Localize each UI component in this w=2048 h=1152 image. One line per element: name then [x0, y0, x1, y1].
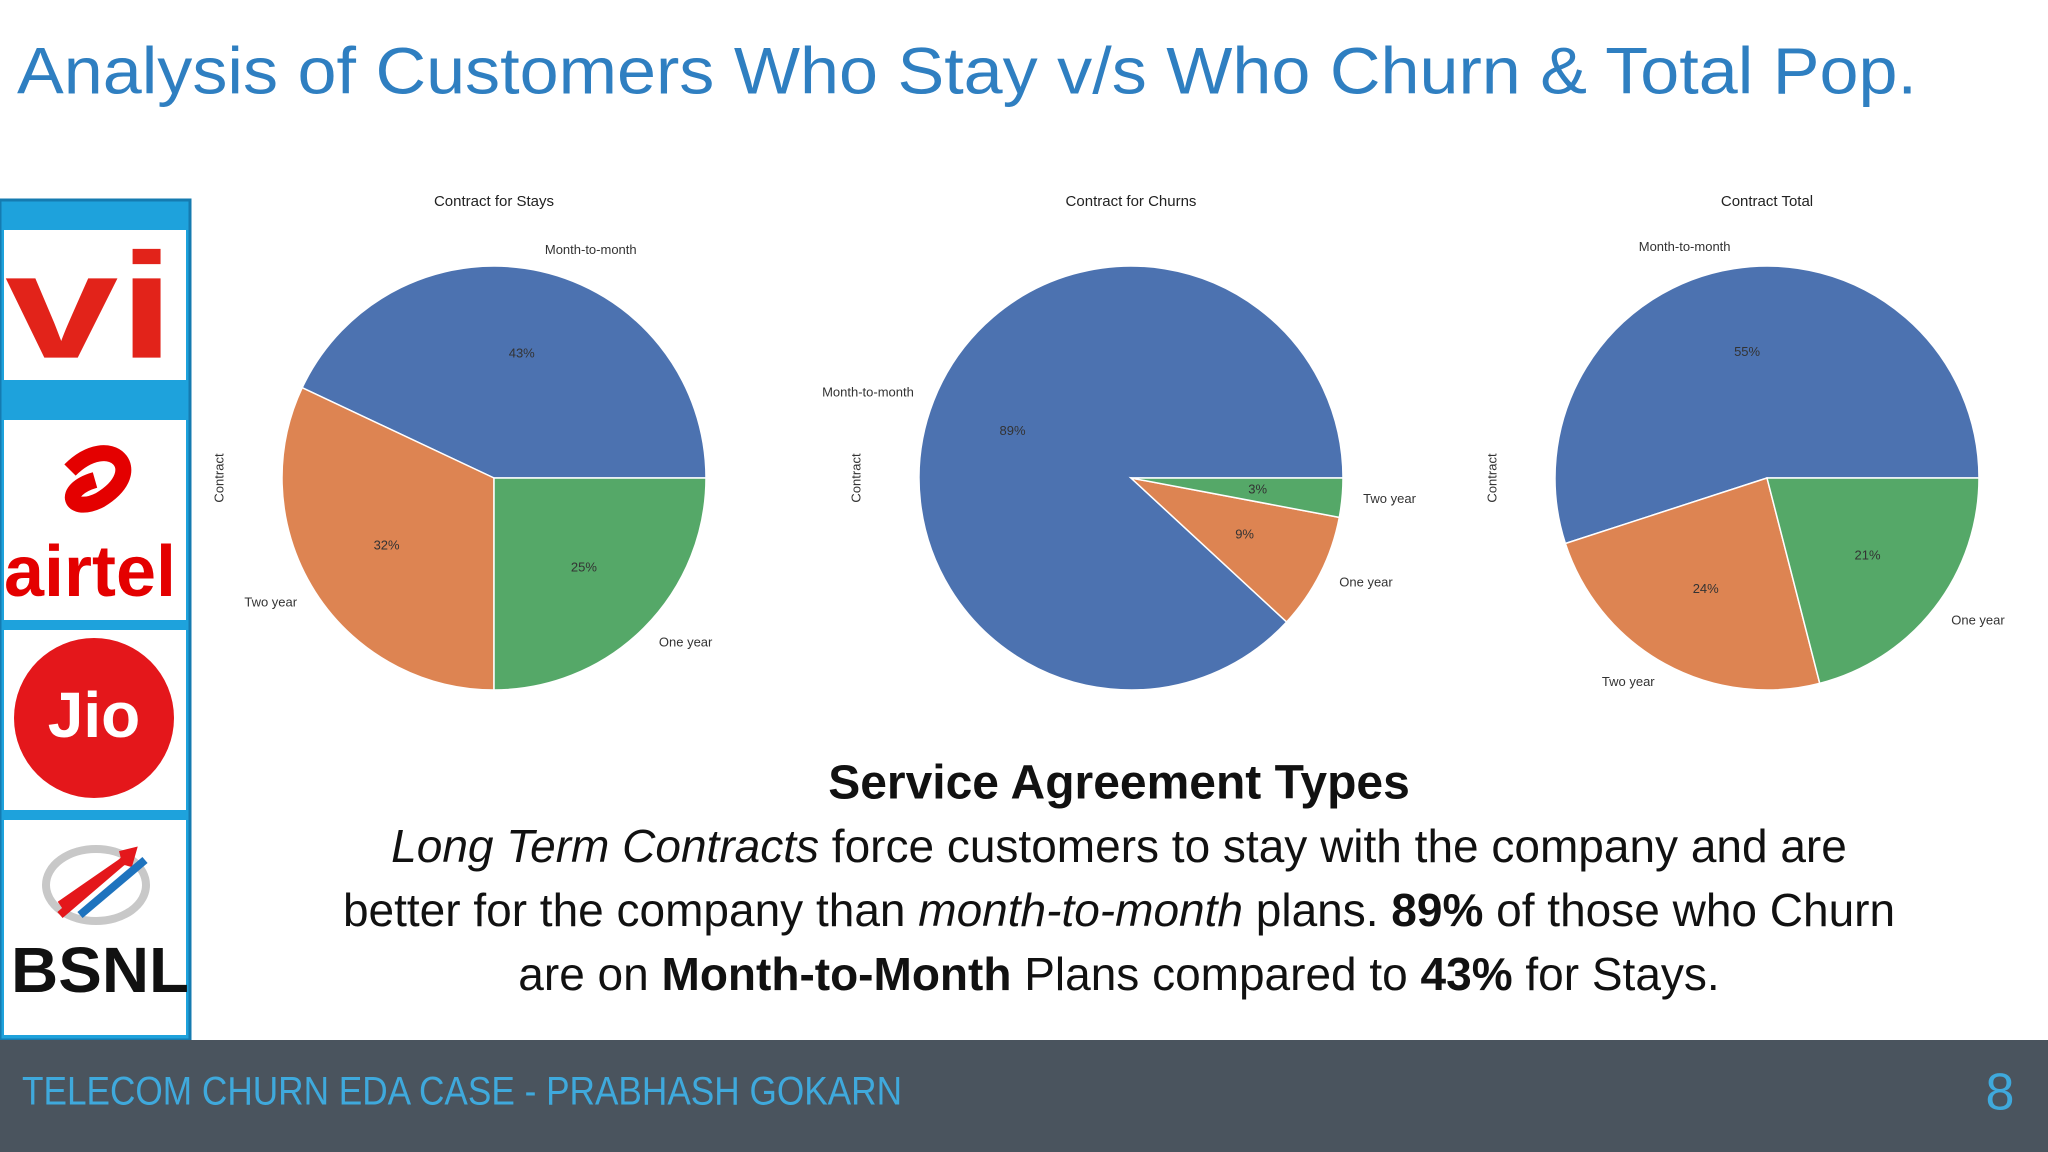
- caption-segment: 43%: [1421, 948, 1513, 1000]
- pie-slice: [301, 265, 707, 479]
- bsnl-icon: [42, 845, 150, 925]
- jio-circle: [14, 638, 174, 798]
- pie-chart: Contract for Churns Contract Month-to-mont…: [822, 193, 1417, 691]
- slice-label: Two year: [1602, 674, 1655, 689]
- page-number: 8: [1986, 1064, 2015, 1122]
- jio-logo: Jio: [48, 679, 140, 751]
- vi-logo: vi: [5, 222, 175, 390]
- slice-label: One year: [1951, 612, 2005, 627]
- value-label: 32%: [374, 538, 400, 553]
- value-label: 55%: [1734, 344, 1760, 359]
- airtel-logo: airtel: [4, 532, 176, 612]
- caption-heading: Service Agreement Types: [828, 757, 1410, 810]
- pie-chart: Contract Total Contract Month-to-month 55% T…: [1484, 193, 2005, 691]
- chart-title: Contract Total: [1721, 193, 1813, 210]
- y-axis-label: Contract: [211, 453, 226, 503]
- slice-label: Two year: [1363, 491, 1416, 506]
- logo-bg: [4, 230, 186, 380]
- pie-slice: [281, 386, 495, 691]
- caption-line: better for the company than month-to-mon…: [343, 884, 1895, 936]
- pie-chart: Contract for Stays Contract Month-to-month…: [211, 193, 713, 691]
- footer-text: TELECOM CHURN EDA CASE - PRABHASH GOKARN: [22, 1070, 902, 1114]
- value-label: 89%: [1000, 423, 1026, 438]
- caption-segment: Month-to-Month: [662, 948, 1012, 1000]
- caption-segment: month-to-month: [918, 884, 1243, 936]
- caption-segment: better for the company than: [343, 884, 918, 936]
- pie-slice: [1130, 477, 1344, 519]
- value-label: 24%: [1693, 581, 1719, 596]
- bsnl-arrow: [57, 846, 138, 919]
- pie-slice: [493, 477, 707, 691]
- slice-label: One year: [1339, 574, 1393, 589]
- airtel-icon: [64, 445, 132, 513]
- slice-label: Month-to-month: [1639, 239, 1731, 254]
- y-axis-label: Contract: [848, 453, 863, 503]
- value-label: 3%: [1248, 481, 1267, 496]
- caption-line: Long Term Contracts force customers to s…: [391, 820, 1847, 872]
- caption-segment: are on: [518, 948, 661, 1000]
- logo-bg: [4, 820, 186, 1035]
- caption-segment: of those who Churn: [1483, 884, 1895, 936]
- caption-segment: for Stays.: [1513, 948, 1720, 1000]
- pie-slice: [1128, 476, 1341, 624]
- value-label: 43%: [509, 345, 535, 360]
- bsnl-arrow: [77, 856, 148, 919]
- caption: Long Term Contracts force customers to s…: [343, 820, 1895, 1000]
- y-axis-label: Contract: [1484, 453, 1499, 503]
- caption-segment: 89%: [1391, 884, 1483, 936]
- caption-segment: plans.: [1243, 884, 1391, 936]
- bsnl-logo: BSNL: [11, 934, 189, 1006]
- pie-slice: [1766, 477, 1980, 685]
- chart-title: Contract for Churns: [1066, 193, 1197, 210]
- slice-label: Month-to-month: [822, 384, 914, 399]
- value-label: 21%: [1854, 547, 1880, 562]
- value-label: 9%: [1235, 527, 1254, 542]
- slice-label: Month-to-month: [545, 242, 637, 257]
- chart-title: Contract for Stays: [434, 193, 554, 210]
- footer-bar: [0, 1040, 2048, 1152]
- slice-label: Two year: [244, 594, 297, 609]
- caption-segment: Plans compared to: [1011, 948, 1420, 1000]
- caption-line: are on Month-to-Month Plans compared to …: [518, 948, 1719, 1000]
- pie-slice: [1564, 477, 1821, 691]
- slice-label: One year: [659, 634, 713, 649]
- pie-slice: [1554, 265, 1980, 545]
- caption-segment: Long Term Contracts: [391, 820, 819, 872]
- caption-segment: force customers to stay with the company…: [819, 820, 1847, 872]
- slide-title: Analysis of Customers Who Stay v/s Who C…: [17, 33, 1917, 107]
- value-label: 25%: [571, 559, 597, 574]
